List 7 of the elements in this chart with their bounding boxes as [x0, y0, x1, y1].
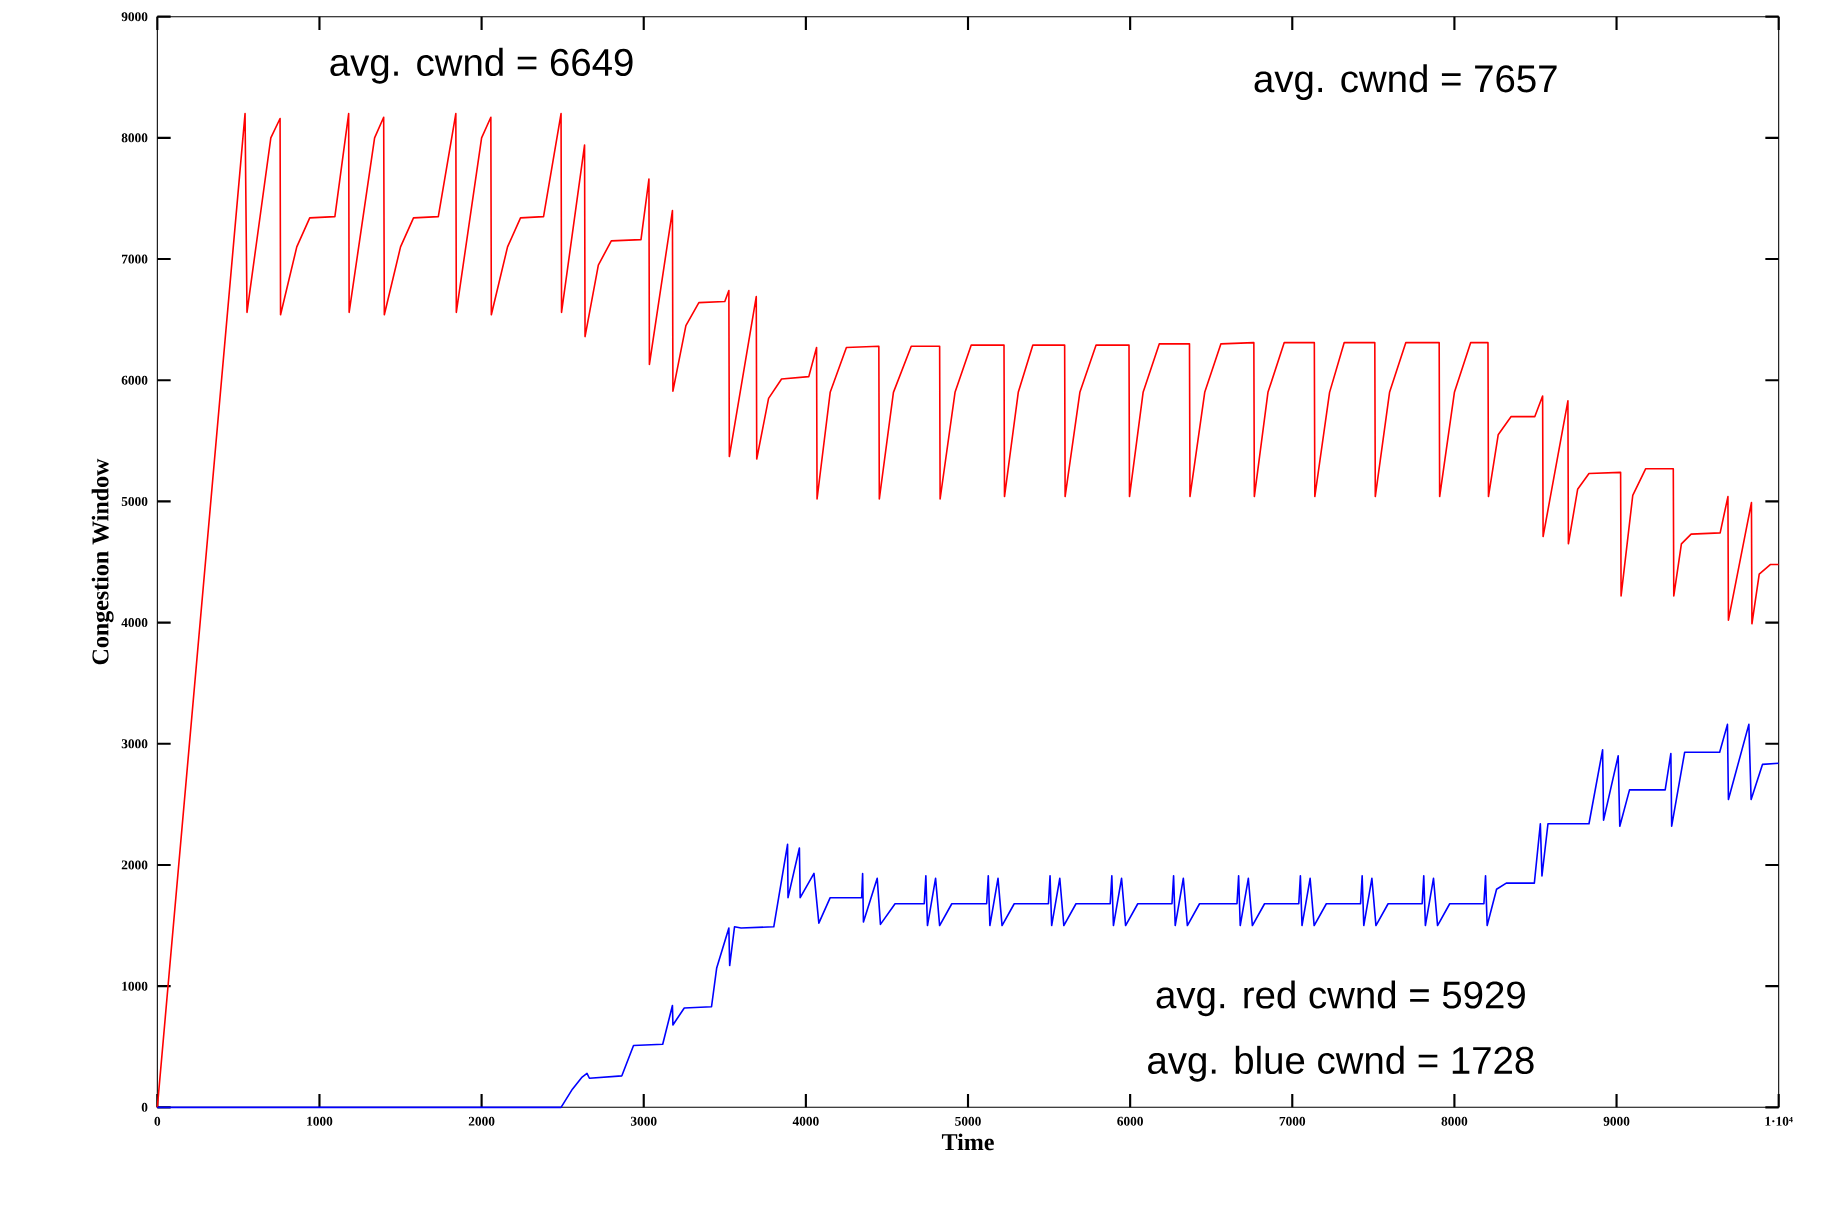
- y-axis-title: Congestion Window: [91, 458, 114, 665]
- annotation: avg. blue cwnd = 1728: [1148, 1045, 1534, 1082]
- annotation: avg. cwnd = 6649: [330, 47, 633, 84]
- annotation: avg. red cwnd = 5929: [1156, 980, 1525, 1017]
- x-axis-title: Time: [941, 1133, 994, 1151]
- annotation: avg. cwnd = 7657: [1254, 64, 1557, 101]
- line-series: [156, 112, 1780, 1109]
